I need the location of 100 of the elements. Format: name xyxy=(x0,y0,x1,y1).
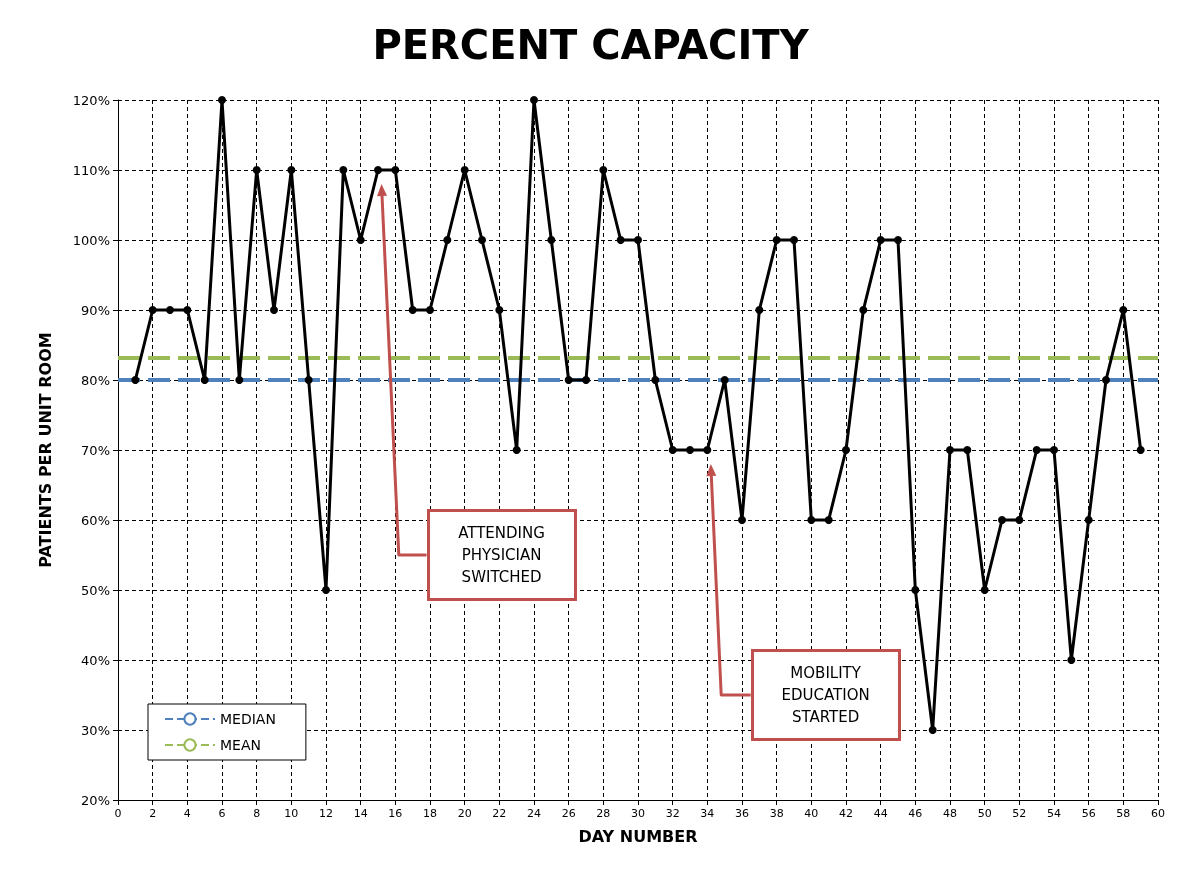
point xyxy=(478,236,486,244)
point xyxy=(374,166,382,174)
legend-label: MEAN xyxy=(220,737,261,753)
x-tick-label: 8 xyxy=(253,807,261,820)
callout-box: MOBILITY EDUCATION STARTED xyxy=(750,649,901,741)
x-tick-label: 28 xyxy=(596,807,611,820)
x-tick-label: 4 xyxy=(183,807,191,820)
x-tick-label: 60 xyxy=(1151,807,1165,820)
y-tick-label: 40% xyxy=(81,652,110,668)
x-tick-label: 12 xyxy=(319,807,333,820)
y-tick-label: 20% xyxy=(81,792,110,808)
point xyxy=(980,586,989,594)
point xyxy=(772,236,781,244)
point xyxy=(928,726,937,734)
point xyxy=(582,376,590,384)
x-tick-label: 22 xyxy=(492,807,507,820)
x-tick-label: 16 xyxy=(388,807,403,820)
point xyxy=(1015,516,1024,524)
point xyxy=(998,516,1006,524)
point xyxy=(703,446,712,454)
point xyxy=(790,236,798,244)
y-tick-label: 110% xyxy=(72,162,110,178)
point xyxy=(131,376,140,384)
y-tick-label: 100% xyxy=(72,232,110,248)
x-tick-label: 18 xyxy=(423,807,437,820)
point xyxy=(391,166,400,174)
x-tick-label: 40 xyxy=(804,807,819,820)
y-tick-label: 30% xyxy=(81,722,110,738)
x-tick-label: 58 xyxy=(1116,807,1131,820)
y-tick-label: 80% xyxy=(81,372,110,388)
point xyxy=(946,446,954,454)
point xyxy=(166,306,174,314)
point xyxy=(304,376,313,384)
point xyxy=(599,166,608,174)
x-tick-label: 30 xyxy=(631,807,645,820)
point xyxy=(252,166,261,174)
x-tick-label: 34 xyxy=(700,807,715,820)
point xyxy=(218,96,226,104)
point xyxy=(512,446,521,454)
y-tick-label: 90% xyxy=(81,302,110,318)
point xyxy=(547,236,556,244)
x-tick-label: 32 xyxy=(665,807,680,820)
x-tick-label: 52 xyxy=(1012,807,1027,820)
x-tick-label: 2 xyxy=(149,807,157,820)
legend-label: MEDIAN xyxy=(220,711,276,727)
x-tick-label: 0 xyxy=(114,807,122,820)
point xyxy=(322,586,330,594)
x-tick-label: 20 xyxy=(457,807,472,820)
point xyxy=(1136,446,1145,454)
x-axis-title: DAY NUMBER xyxy=(578,826,698,846)
y-tick-label: 120% xyxy=(72,92,110,108)
callout-box: ATTENDING PHYSICIAN SWITCHED xyxy=(426,509,577,601)
point xyxy=(148,306,157,314)
point xyxy=(963,446,972,454)
point xyxy=(911,586,920,594)
x-tick-label: 56 xyxy=(1081,807,1096,820)
x-tick-label: 10 xyxy=(284,807,299,820)
x-tick-label: 14 xyxy=(353,807,368,820)
x-tick-label: 6 xyxy=(218,807,226,820)
point xyxy=(651,376,660,384)
point xyxy=(1050,446,1058,454)
point xyxy=(738,516,746,524)
point xyxy=(530,96,538,104)
x-tick-label: 54 xyxy=(1047,807,1061,820)
y-tick-label: 60% xyxy=(81,512,110,528)
point xyxy=(408,306,417,314)
y-axis-title: PATIENTS PER UNIT ROOM xyxy=(35,332,55,568)
x-tick-label: 26 xyxy=(561,807,576,820)
point xyxy=(1067,656,1076,664)
x-tick-label: 46 xyxy=(908,807,923,820)
y-tick-label: 70% xyxy=(81,442,110,458)
point xyxy=(616,236,625,244)
point xyxy=(876,236,885,244)
point xyxy=(443,236,452,244)
point xyxy=(356,236,365,244)
x-tick-label: 44 xyxy=(873,807,888,820)
point xyxy=(807,516,816,524)
point xyxy=(720,376,729,384)
point xyxy=(270,306,278,314)
x-tick-label: 36 xyxy=(735,807,749,820)
point xyxy=(686,446,694,454)
x-tick-label: 48 xyxy=(943,807,957,820)
x-tick-label: 38 xyxy=(769,807,784,820)
point xyxy=(842,446,850,454)
point xyxy=(460,166,469,174)
point xyxy=(426,306,434,314)
point xyxy=(1119,306,1128,314)
point xyxy=(894,236,902,244)
chart-title: PERCENT CAPACITY xyxy=(372,22,810,68)
x-tick-label: 24 xyxy=(527,807,541,820)
point xyxy=(824,516,833,524)
point xyxy=(235,376,244,384)
point xyxy=(859,306,868,314)
point xyxy=(339,166,348,174)
point xyxy=(183,306,192,314)
x-tick-label: 42 xyxy=(839,807,853,820)
point xyxy=(1084,516,1093,524)
point xyxy=(200,376,209,384)
point xyxy=(755,306,764,314)
point xyxy=(564,376,573,384)
